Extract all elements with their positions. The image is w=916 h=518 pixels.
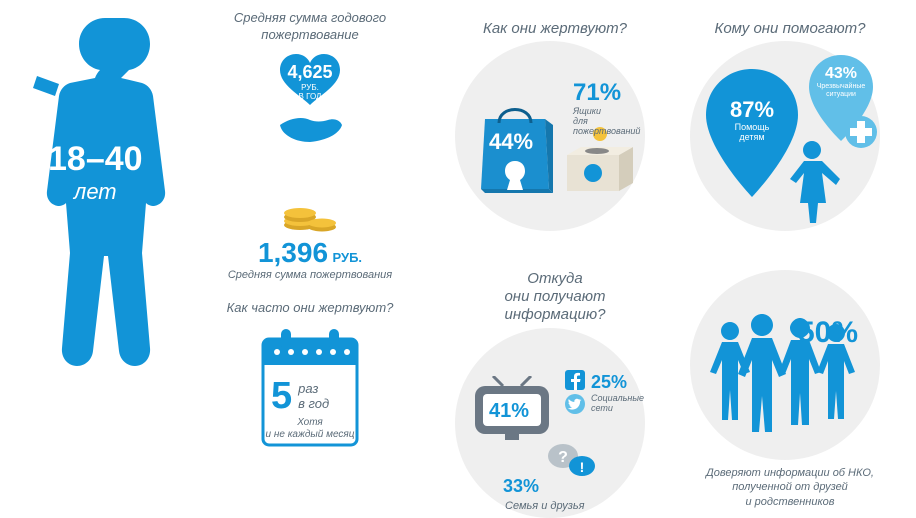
children-label2: детям [739, 132, 764, 142]
social-label1: Социальные [591, 393, 644, 403]
facebook-icon [565, 370, 585, 390]
box-label1: Ящики [573, 106, 601, 116]
info-title1: Откуда [527, 270, 582, 287]
info-title3: информацию? [505, 306, 606, 323]
svg-text:!: ! [580, 459, 585, 475]
how-title: Как они жертвуют? [455, 20, 655, 37]
children-pct: 87% [720, 97, 784, 123]
age-unit: лет [48, 179, 143, 205]
emergency-label1: Чрезвычайные [817, 83, 866, 90]
info-title2: они получают [504, 288, 605, 305]
freq-foot2: и не каждый месяц [266, 429, 355, 440]
avg-unit: РУБ. [332, 250, 362, 265]
trust-cap3: и родственников [745, 496, 834, 508]
children-label1: Помощь [735, 122, 770, 132]
emergency-label2: ситуации [826, 91, 856, 98]
annual-unit2: В ГОД [260, 92, 360, 101]
speech-bubbles-icon: ? ! [547, 440, 597, 484]
annual-value: 4,625 [260, 62, 360, 83]
trust-pct: 50% [798, 316, 858, 350]
freq-title: Как часто они жертвуют? [220, 300, 400, 315]
freq-value: 5 [271, 375, 292, 418]
box-label2: для пожертвований [573, 116, 640, 136]
tv-pct: 41% [489, 400, 529, 423]
trust-cap2: полученной от друзей [732, 481, 848, 493]
freq-foot1: Хотя [297, 417, 323, 428]
box-pct: 71% [573, 79, 645, 107]
family-label: Семья и друзья [505, 500, 625, 512]
who-title: Кому они помогают? [690, 20, 890, 37]
emergency-pct: 43% [814, 65, 868, 83]
twitter-icon [565, 394, 585, 414]
annual-unit1: РУБ. [260, 83, 360, 92]
svg-text:?: ? [558, 449, 568, 466]
family-pct: 33% [503, 476, 539, 497]
coins-icon [280, 195, 340, 233]
social-label2: сети [591, 403, 613, 413]
bag-pct: 44% [489, 129, 533, 155]
age-range: 18–40 [48, 140, 143, 179]
freq-unit1: раз [298, 381, 318, 396]
social-pct: 25% [591, 372, 627, 393]
donation-box-icon [563, 141, 635, 197]
annual-title: Средняя сумма годового пожертвование [220, 10, 400, 44]
trust-cap1: Доверяют информации об НКО, [706, 467, 874, 479]
medical-cross-icon [844, 115, 878, 149]
avg-caption: Средняя сумма пожертвования [220, 269, 400, 281]
girl-silhouette-icon [784, 137, 844, 225]
person-silhouette [10, 10, 200, 400]
freq-unit2: в год [298, 396, 329, 411]
avg-value: 1,396 [258, 237, 328, 268]
